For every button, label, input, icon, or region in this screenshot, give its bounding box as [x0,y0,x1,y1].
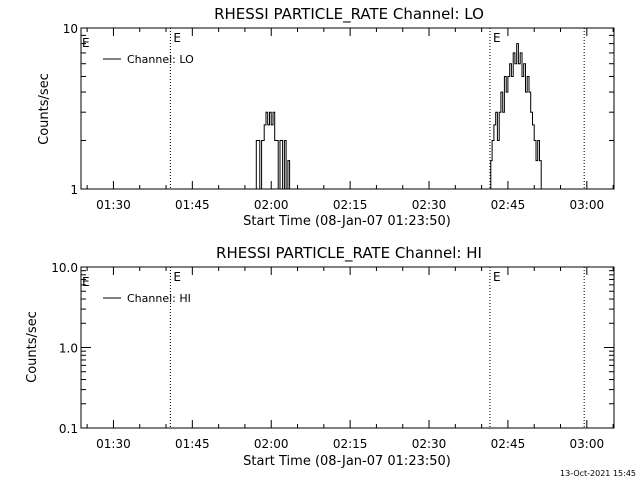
y-tick-label: 1 [70,183,78,197]
y-axis-label: Counts/sec [25,311,40,383]
x-tick-label: 03:00 [570,198,605,212]
legend-label: Channel: LO [127,53,194,66]
x-tick-label: 02:45 [491,437,526,451]
event-marker-label: E [82,275,90,289]
y-axis-label: Counts/sec [37,73,52,145]
x-tick-label: 01:45 [175,198,210,212]
y-tick-label: 10 [63,22,78,36]
event-marker-label: E [493,270,501,284]
event-marker-label: E [82,36,90,50]
x-tick-label: 02:00 [254,198,289,212]
x-tick-label: 02:30 [412,198,447,212]
x-tick-label: 02:45 [491,198,526,212]
event-marker-label: E [173,31,181,45]
series-line [255,43,542,190]
y-tick-label: 0.1 [59,422,78,436]
event-marker-label: E [493,31,501,45]
x-tick-label: 02:15 [333,437,368,451]
legend: Channel: HI [103,292,191,305]
event-markers: E EE [82,28,585,189]
chart-panel-hi: RHESSI PARTICLE_RATE Channel: HI E E E 01:… [25,244,615,469]
x-tick-label: 01:45 [175,437,210,451]
x-tick-label: 02:00 [254,437,289,451]
plot-timestamp: 13-Oct-2021 15:45 [560,469,636,478]
event-markers: E EE [82,267,585,428]
x-tick-label: 02:30 [412,437,447,451]
x-tick-label: 01:30 [96,437,131,451]
x-axis-label: Start Time (08-Jan-07 01:23:50) [243,454,451,469]
legend-label: Channel: HI [127,292,191,305]
event-marker-label: E [173,270,181,284]
x-axis-label: Start Time (08-Jan-07 01:23:50) [243,214,451,229]
chart-title: RHESSI PARTICLE_RATE Channel: LO [214,5,484,24]
chart-title: RHESSI PARTICLE_RATE Channel: HI [216,244,482,263]
y-tick-label: 1.0 [59,342,78,356]
y-tick-label: 10.0 [51,261,78,275]
x-tick-label: 01:30 [96,198,131,212]
axis-ticks: 01:30 01:45 02:00 02:15 02:30 02:45 03:00 1 10 [63,22,614,212]
x-tick-label: 02:15 [333,198,368,212]
x-tick-label: 03:00 [570,437,605,451]
axis-ticks: 01:30 01:45 02:00 02:15 02:30 02:45 03:00 0.1 1.… [51,261,614,451]
chart-panel-lo: RHESSI PARTICLE_RATE Channel: LO E E E 01:… [37,5,615,229]
legend: Channel: LO [103,53,194,66]
